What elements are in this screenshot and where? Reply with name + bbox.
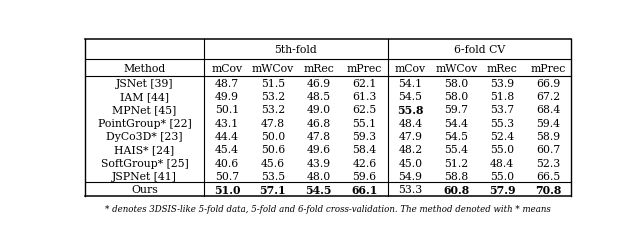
Text: 55.3: 55.3 [490, 118, 515, 128]
Text: 51.5: 51.5 [260, 79, 285, 88]
Text: 66.5: 66.5 [536, 171, 560, 181]
Text: 6-fold CV: 6-fold CV [454, 45, 505, 55]
Text: 54.5: 54.5 [399, 92, 422, 102]
Text: mPrec: mPrec [347, 63, 382, 74]
Text: 47.9: 47.9 [399, 131, 422, 141]
Text: MPNet [45]: MPNet [45] [113, 105, 177, 115]
Text: 49.6: 49.6 [307, 144, 331, 155]
Text: 59.4: 59.4 [536, 118, 560, 128]
Text: 48.7: 48.7 [215, 79, 239, 88]
Text: 67.2: 67.2 [536, 92, 560, 102]
Text: 57.1: 57.1 [260, 184, 286, 195]
Text: 54.4: 54.4 [444, 118, 468, 128]
Text: 70.8: 70.8 [535, 184, 561, 195]
Text: 54.9: 54.9 [399, 171, 422, 181]
Text: 58.4: 58.4 [353, 144, 377, 155]
Text: 52.3: 52.3 [536, 158, 560, 168]
Text: 48.4: 48.4 [490, 158, 515, 168]
Text: 53.2: 53.2 [260, 92, 285, 102]
Text: 55.8: 55.8 [397, 104, 424, 115]
Text: 43.9: 43.9 [307, 158, 331, 168]
Text: 62.1: 62.1 [353, 79, 377, 88]
Text: 57.9: 57.9 [489, 184, 515, 195]
Text: 55.0: 55.0 [490, 171, 515, 181]
Text: 59.7: 59.7 [444, 105, 468, 115]
Text: 46.9: 46.9 [307, 79, 331, 88]
Text: 60.7: 60.7 [536, 144, 560, 155]
Text: 48.0: 48.0 [307, 171, 331, 181]
Text: 61.3: 61.3 [353, 92, 377, 102]
Text: 58.0: 58.0 [444, 92, 468, 102]
Text: 58.0: 58.0 [444, 79, 468, 88]
Text: 42.6: 42.6 [353, 158, 377, 168]
Text: mCov: mCov [395, 63, 426, 74]
Text: 48.5: 48.5 [307, 92, 331, 102]
Text: 66.1: 66.1 [351, 184, 378, 195]
Text: 55.1: 55.1 [353, 118, 377, 128]
Text: 49.0: 49.0 [307, 105, 331, 115]
Text: 48.2: 48.2 [398, 144, 422, 155]
Text: mPrec: mPrec [531, 63, 566, 74]
Text: 45.6: 45.6 [260, 158, 285, 168]
Text: * denotes 3DSIS-like 5-fold data, 5-fold and 6-fold cross-validation. The method: * denotes 3DSIS-like 5-fold data, 5-fold… [105, 204, 551, 213]
Text: mCov: mCov [211, 63, 243, 74]
Text: DyCo3D* [23]: DyCo3D* [23] [106, 131, 183, 141]
Text: 59.6: 59.6 [353, 171, 377, 181]
Text: 54.1: 54.1 [399, 79, 422, 88]
Text: 44.4: 44.4 [215, 131, 239, 141]
Text: 66.9: 66.9 [536, 79, 560, 88]
Text: 58.8: 58.8 [444, 171, 468, 181]
Text: mRec: mRec [303, 63, 334, 74]
Text: 45.4: 45.4 [215, 144, 239, 155]
Text: 50.7: 50.7 [215, 171, 239, 181]
Text: 50.1: 50.1 [215, 105, 239, 115]
Text: 60.8: 60.8 [444, 184, 470, 195]
Text: 58.9: 58.9 [536, 131, 560, 141]
Text: mRec: mRec [487, 63, 518, 74]
Text: mWCov: mWCov [252, 63, 294, 74]
Text: 48.4: 48.4 [399, 118, 422, 128]
Text: 45.0: 45.0 [399, 158, 422, 168]
Text: 47.8: 47.8 [307, 131, 331, 141]
Text: 46.8: 46.8 [307, 118, 331, 128]
Text: Method: Method [124, 63, 166, 74]
Text: SoftGroup* [25]: SoftGroup* [25] [100, 158, 188, 168]
Text: 50.0: 50.0 [260, 131, 285, 141]
Text: 53.7: 53.7 [490, 105, 515, 115]
Text: 59.3: 59.3 [353, 131, 377, 141]
Text: Ours: Ours [131, 184, 158, 194]
Text: 5th-fold: 5th-fold [275, 45, 317, 55]
Text: 51.2: 51.2 [444, 158, 468, 168]
Text: 51.8: 51.8 [490, 92, 515, 102]
Text: 53.2: 53.2 [260, 105, 285, 115]
Text: 40.6: 40.6 [215, 158, 239, 168]
Text: JSPNet [41]: JSPNet [41] [112, 171, 177, 181]
Text: 54.5: 54.5 [305, 184, 332, 195]
Text: 47.8: 47.8 [260, 118, 285, 128]
Text: PointGroup* [22]: PointGroup* [22] [98, 118, 191, 128]
Text: 50.6: 50.6 [260, 144, 285, 155]
Text: 55.0: 55.0 [490, 144, 515, 155]
Text: 54.5: 54.5 [444, 131, 468, 141]
Text: 51.0: 51.0 [214, 184, 240, 195]
Text: JSNet [39]: JSNet [39] [116, 79, 173, 88]
Text: 53.3: 53.3 [398, 184, 422, 194]
Text: IAM [44]: IAM [44] [120, 92, 169, 102]
Text: 68.4: 68.4 [536, 105, 560, 115]
Text: 55.4: 55.4 [444, 144, 468, 155]
Text: 62.5: 62.5 [353, 105, 377, 115]
Text: 43.1: 43.1 [215, 118, 239, 128]
Text: 52.4: 52.4 [490, 131, 515, 141]
Text: 53.5: 53.5 [260, 171, 285, 181]
Text: 53.9: 53.9 [490, 79, 515, 88]
Text: mWCov: mWCov [435, 63, 477, 74]
Text: HAIS* [24]: HAIS* [24] [115, 144, 175, 155]
Text: 49.9: 49.9 [215, 92, 239, 102]
